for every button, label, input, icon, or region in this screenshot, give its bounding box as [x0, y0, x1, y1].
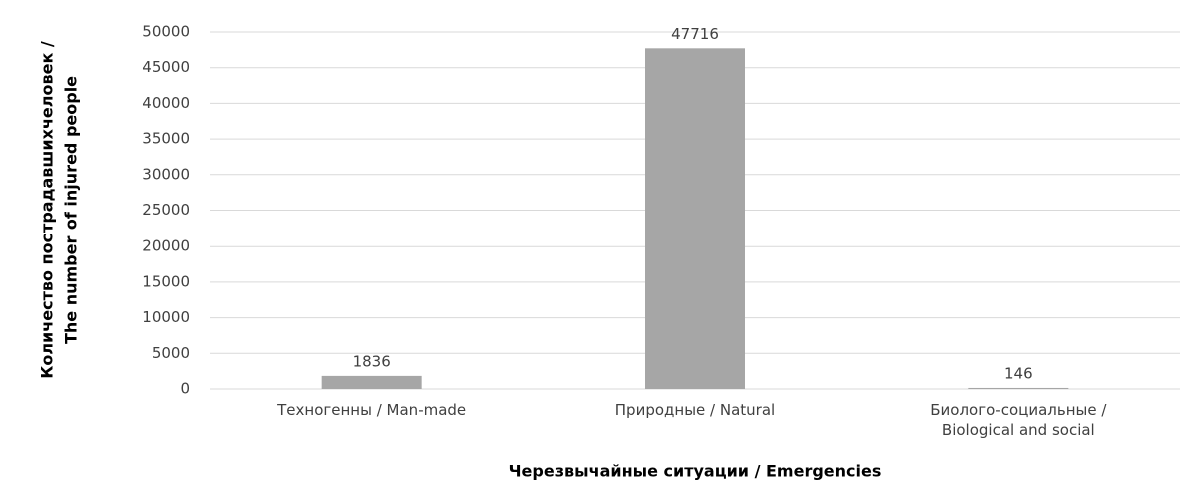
y-tick-label: 30000: [142, 165, 190, 183]
data-label: 1836: [353, 352, 391, 370]
data-label: 47716: [671, 25, 719, 43]
x-tick-label: Техногенны / Man-made: [277, 401, 467, 419]
y-tick-label: 50000: [142, 23, 190, 41]
data-label: 146: [1004, 364, 1033, 382]
y-axis-label: The number of injured people: [62, 76, 81, 344]
y-tick-label: 15000: [142, 272, 190, 290]
y-tick-label: 20000: [142, 237, 190, 255]
x-axis-label: Черезвычайные ситуации / Emergencies: [509, 462, 882, 481]
y-tick-label: 25000: [142, 201, 190, 219]
x-tick-label: Природные / Natural: [614, 401, 776, 419]
y-tick-label: 35000: [142, 130, 190, 148]
bar: [968, 387, 1069, 389]
y-tick-label: 40000: [142, 94, 190, 112]
y-tick-label: 10000: [142, 308, 190, 326]
y-tick-label: 45000: [142, 58, 190, 76]
y-axis-label: Количество пострадавшихчеловек /: [38, 41, 57, 379]
y-tick-label: 5000: [152, 344, 190, 362]
bar: [645, 48, 745, 389]
y-tick-label: 0: [180, 380, 190, 398]
bar: [321, 375, 422, 389]
x-tick-label: Биолого-социальные / Biological and soci…: [930, 401, 1107, 439]
